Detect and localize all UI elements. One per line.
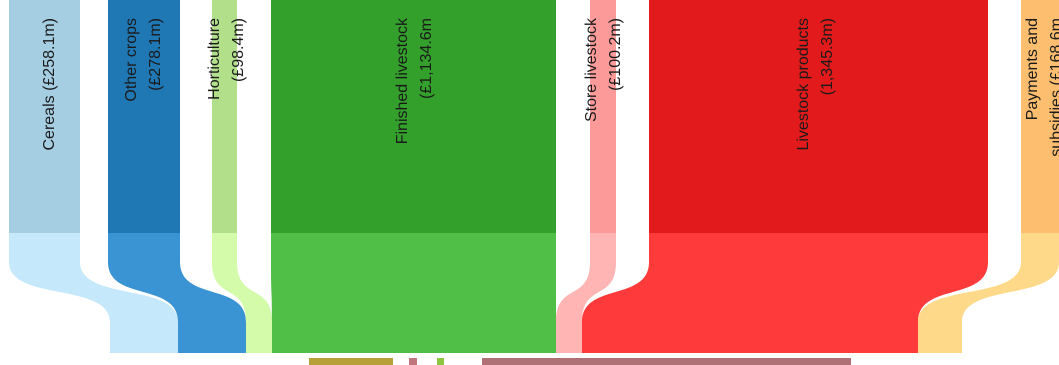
target-node-seg-2 xyxy=(409,358,417,365)
node-label-horticulture-2: (£98.4m) xyxy=(230,18,247,82)
flow-cereals xyxy=(9,233,178,353)
flow-finished-livestock xyxy=(271,233,556,353)
node-label-horticulture-1: Horticulture xyxy=(206,18,223,100)
node-label-cereals-1: Cereals (£258.1m) xyxy=(41,18,58,151)
node-layer xyxy=(9,0,1059,233)
flow-other-crops xyxy=(108,233,246,353)
node-payments-subsidies xyxy=(1021,0,1059,233)
flow-store-livestock xyxy=(556,233,616,353)
target-node-seg-3 xyxy=(437,358,444,365)
flow-livestock-products xyxy=(582,233,988,353)
target-node-seg-1 xyxy=(309,358,393,365)
target-layer xyxy=(309,358,851,365)
label-layer: Cereals (£258.1m) Other crops (£278.1m) Hor… xyxy=(41,17,1059,157)
node-label-livestock-products-2: (1,345.3m) xyxy=(819,18,836,95)
node-label-payments-subsidies-2: subsidies (£168.6m xyxy=(1048,18,1059,157)
node-label-store-livestock-2: (£100.2m) xyxy=(607,18,624,91)
node-horticulture xyxy=(212,0,237,233)
node-label-livestock-products-1: Livestock products xyxy=(795,18,812,151)
node-label-finished-livestock-2: (£1,134.6m xyxy=(418,18,435,99)
node-label-other-crops-2: (£278.1m) xyxy=(147,18,164,91)
node-store-livestock xyxy=(590,0,616,233)
flow-payments-subsidies xyxy=(918,233,1059,353)
node-other-crops xyxy=(108,0,180,233)
flow-horticulture xyxy=(212,233,272,353)
node-cereals xyxy=(9,0,80,233)
node-label-store-livestock-1: Store livestock xyxy=(583,17,600,122)
node-label-payments-subsidies-1: Payments and xyxy=(1024,18,1041,120)
target-node-seg-4 xyxy=(482,358,851,365)
node-livestock-products xyxy=(649,0,988,233)
node-finished-livestock xyxy=(271,0,556,233)
node-label-finished-livestock-1: Finished livestock xyxy=(394,17,411,144)
node-label-other-crops-1: Other crops xyxy=(123,18,140,102)
flow-layer xyxy=(9,233,1059,353)
